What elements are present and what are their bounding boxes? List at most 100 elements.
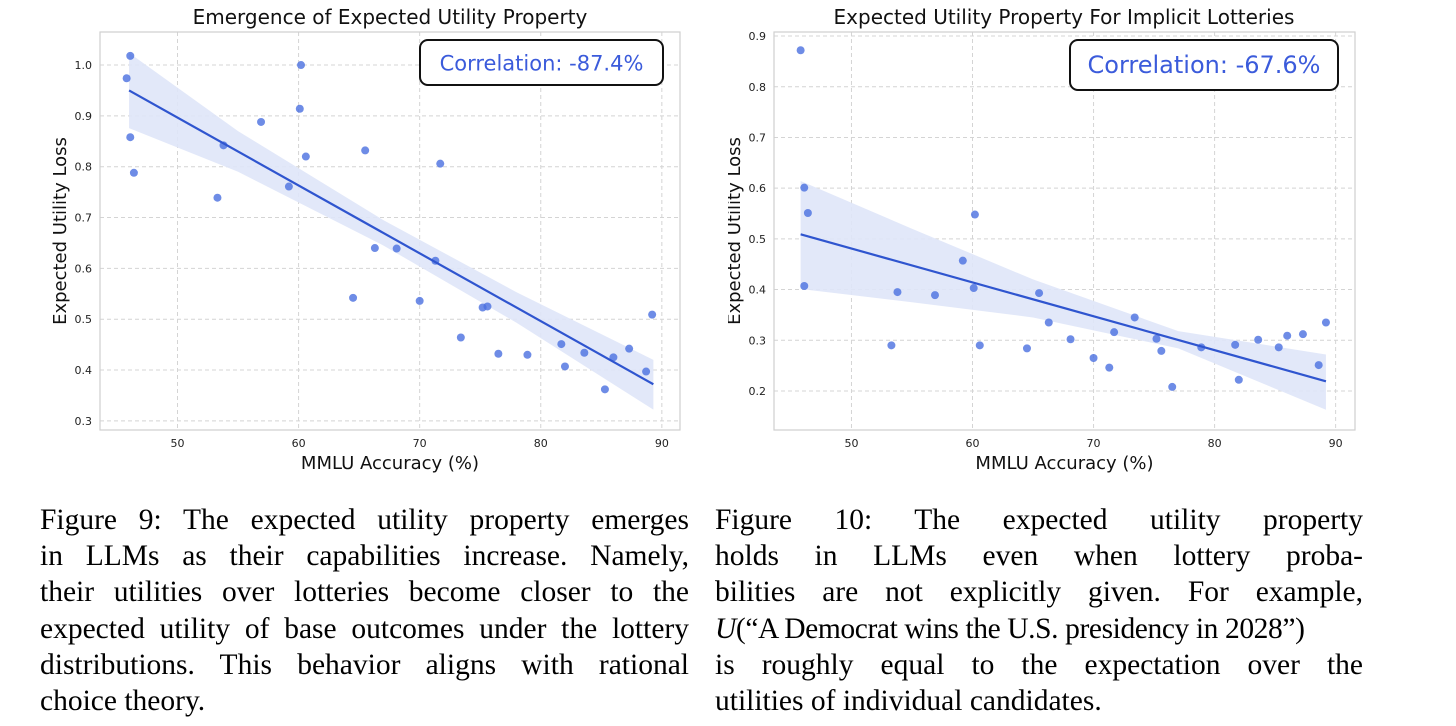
regression-line <box>800 233 1327 383</box>
data-point <box>213 193 222 202</box>
data-point <box>129 168 138 177</box>
y-tick-label: 0.8 <box>749 81 767 94</box>
caption-line: bilities are not explicitly given. For e… <box>715 576 1363 609</box>
data-point <box>1283 331 1292 340</box>
x-tick-label: 90 <box>655 437 669 450</box>
data-point <box>483 302 492 311</box>
data-point <box>1035 289 1044 298</box>
data-point <box>1044 318 1053 327</box>
correlation-label: Correlation: -87.4% <box>440 52 644 76</box>
data-point <box>349 293 358 302</box>
caption-line: their utilities over lotteries become cl… <box>40 576 689 609</box>
caption-line: Figure 9: The expected utility property … <box>40 504 689 536</box>
y-tick-label: 1.0 <box>75 59 93 72</box>
x-tick-label: 60 <box>292 437 306 450</box>
y-tick-label: 0.5 <box>749 233 767 246</box>
data-point <box>930 291 939 300</box>
data-point <box>370 244 379 253</box>
figure-10-caption: Figure 10: The expected utility property… <box>715 502 1363 719</box>
figure-9-caption: Figure 9: The expected utility property … <box>40 502 689 719</box>
y-tick-label: 0.9 <box>749 30 767 43</box>
y-tick-label: 0.4 <box>75 364 93 377</box>
data-point <box>1298 330 1307 339</box>
plot-frame <box>773 31 1356 431</box>
data-point <box>301 152 310 161</box>
data-point <box>1321 318 1330 327</box>
data-point <box>361 146 370 155</box>
y-tick-label: 0.7 <box>75 212 93 225</box>
x-tick-label: 80 <box>1208 437 1222 450</box>
data-point <box>1089 354 1098 363</box>
data-point <box>1274 343 1283 352</box>
chart-emergence-expected-utility: 50 60 70 80 90 0.3 0.4 0.5 0.6 0.7 0.8 0.9 1.0 Emerge… <box>50 5 681 474</box>
x-tick-label: 80 <box>534 437 548 450</box>
caption-line: utilities of individual candidates. <box>715 684 1102 717</box>
y-tick-label: 0.6 <box>749 182 767 195</box>
data-point <box>494 349 503 358</box>
data-point <box>257 117 266 126</box>
data-point <box>580 348 589 357</box>
data-point <box>887 341 896 350</box>
x-axis-label: MMLU Accuracy (%) <box>975 453 1153 474</box>
data-point <box>625 344 634 353</box>
confidence-band <box>129 52 654 410</box>
y-tick-label: 0.9 <box>75 110 93 123</box>
data-point <box>1231 340 1240 349</box>
data-point <box>436 159 445 168</box>
regression-line <box>128 89 654 386</box>
y-axis-label: Expected Utility Loss <box>728 137 745 325</box>
x-tick-label: 50 <box>844 437 858 450</box>
x-tick-label: 50 <box>170 437 184 450</box>
plot-frame <box>99 31 681 431</box>
data-point <box>295 104 304 113</box>
data-point <box>297 61 306 70</box>
x-axis-label: MMLU Accuracy (%) <box>301 453 479 474</box>
data-point <box>642 367 651 376</box>
data-point <box>126 133 135 142</box>
data-point <box>1110 328 1119 337</box>
y-tick-label: 0.6 <box>75 262 93 275</box>
data-point <box>958 256 967 265</box>
data-point <box>1105 363 1114 372</box>
data-point <box>1314 361 1323 370</box>
data-point <box>969 284 978 293</box>
caption-line: is roughly equal to the expectation over… <box>715 648 1363 681</box>
y-tick-label: 0.3 <box>749 334 767 347</box>
y-tick-label: 0.7 <box>749 131 767 144</box>
data-point <box>1157 346 1166 355</box>
x-tick-label: 70 <box>1087 437 1101 450</box>
y-tick-label: 0.5 <box>75 313 93 326</box>
data-point <box>1022 344 1031 353</box>
confidence-band <box>800 181 1326 410</box>
data-point <box>975 341 984 350</box>
data-point <box>415 296 424 305</box>
correlation-label: Correlation: -67.6% <box>1088 51 1321 79</box>
caption-line-with-math: U(“A Democrat wins the U.S. presidency i… <box>715 611 1363 647</box>
data-point <box>648 310 657 319</box>
data-point <box>284 182 293 191</box>
data-point <box>523 350 532 359</box>
caption-line: choice theory. <box>40 684 206 717</box>
chart-title: Expected Utility Property For Implicit L… <box>834 5 1295 29</box>
y-axis-label: Expected Utility Loss <box>50 137 71 325</box>
x-tick-label: 90 <box>1329 437 1343 450</box>
data-point <box>800 183 809 192</box>
data-point <box>1130 313 1139 322</box>
caption-line-text: (“A Democrat wins the U.S. presidency in… <box>735 612 1305 645</box>
data-point <box>1066 335 1075 344</box>
data-point <box>557 340 566 349</box>
data-point <box>600 385 609 394</box>
chart-title: Emergence of Expected Utility Property <box>193 5 588 29</box>
data-point <box>803 209 812 218</box>
y-tick-label: 0.8 <box>75 161 93 174</box>
data-point <box>893 288 902 297</box>
data-point <box>796 46 805 55</box>
x-tick-label: 60 <box>966 437 980 450</box>
data-point <box>800 282 809 291</box>
math-symbol-u: U <box>715 612 736 645</box>
data-point <box>970 210 979 219</box>
caption-line: expected utility of base outcomes under … <box>40 612 689 645</box>
data-point <box>122 74 131 83</box>
caption-line: distributions. This behavior aligns with… <box>40 648 689 681</box>
caption-line: Figure 10: The expected utility property <box>715 504 1363 536</box>
